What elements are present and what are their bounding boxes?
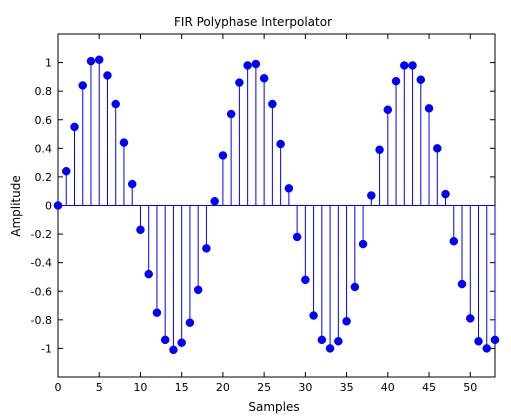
x-tick-label: 0: [55, 381, 62, 394]
stem-marker: [292, 232, 302, 242]
stem-marker: [284, 184, 294, 193]
stem-marker: [433, 144, 442, 153]
stem-marker: [235, 78, 244, 87]
stem-marker: [268, 99, 277, 109]
x-axis-label: Samples: [248, 400, 299, 414]
x-tick-label: 25: [257, 381, 271, 394]
stem-marker: [202, 244, 211, 253]
stem-marker: [160, 335, 170, 345]
stem-marker: [466, 314, 475, 323]
stem-marker: [334, 337, 343, 346]
stem-marker: [276, 139, 285, 149]
stem-marker: [136, 225, 145, 235]
stem-marker: [218, 151, 228, 160]
y-tick-label: 0.2: [35, 171, 53, 184]
stem-marker: [424, 104, 434, 113]
stem-marker: [185, 318, 195, 327]
stem-marker: [309, 311, 318, 320]
stem-marker: [490, 335, 500, 345]
x-tick-label: 45: [422, 381, 436, 394]
stem-marker: [70, 122, 79, 132]
y-tick-label: 0: [45, 200, 52, 213]
x-tick-label: 15: [175, 381, 189, 394]
stem-marker: [474, 337, 483, 346]
y-tick-label: -0.8: [31, 314, 52, 327]
x-tick-label: 40: [381, 381, 395, 394]
stem-marker: [177, 338, 186, 347]
x-tick-label: 10: [133, 381, 147, 394]
stem-marker: [127, 179, 137, 189]
y-tick-label: 0.8: [35, 85, 53, 98]
stem-marker: [94, 55, 104, 64]
stem-marker: [259, 74, 269, 83]
stem-marker: [358, 239, 368, 249]
stem-marker: [449, 236, 459, 246]
stem-marker: [391, 76, 401, 86]
stem-marker: [416, 75, 426, 84]
stem-marker: [144, 269, 153, 279]
stem-marker: [78, 81, 87, 90]
x-tick-label: 5: [96, 381, 103, 394]
stem-marker: [53, 201, 63, 210]
stem-marker: [226, 109, 236, 119]
y-tick-label: -0.2: [31, 228, 52, 241]
stem-marker: [367, 191, 376, 200]
stem-marker: [111, 99, 120, 109]
stem-marker: [383, 105, 393, 114]
axes-layer: 0 5 10 15 20 25 30 35 40 45 50 -1 -0.8 -0.6 -0.4 -0.2 0 0…: [31, 33, 496, 394]
stem-marker: [457, 279, 467, 289]
stem-marker: [152, 308, 162, 317]
stems-layer: [53, 55, 500, 355]
chart-title: FIR Polyphase Interpolator: [174, 15, 332, 29]
stem-marker: [210, 196, 219, 206]
stem-marker: [86, 56, 96, 66]
y-tick-label: -0.6: [31, 285, 52, 298]
x-tick-label: 35: [340, 381, 354, 394]
stem-marker: [482, 344, 492, 353]
stem-marker: [400, 61, 409, 70]
stem-marker: [342, 317, 351, 326]
y-tick-label: -0.4: [31, 257, 52, 270]
stem-marker: [103, 71, 112, 80]
stem-marker: [317, 335, 327, 345]
stem-marker: [169, 345, 178, 355]
y-tick-label: 0.4: [35, 142, 53, 155]
stem-marker: [61, 166, 71, 176]
stem-marker: [301, 275, 310, 285]
stem-marker: [119, 138, 129, 147]
stem-marker: [441, 189, 450, 199]
x-tick-label: 30: [298, 381, 312, 394]
stem-marker: [251, 59, 261, 69]
y-tick-label: 1: [45, 57, 52, 70]
stem-marker: [350, 282, 360, 292]
y-tick-label: 0.6: [35, 114, 53, 127]
y-axis-label: Amplitude: [9, 175, 23, 237]
y-tick-label: -1: [41, 342, 52, 355]
x-tick-label: 20: [216, 381, 230, 394]
stem-marker: [193, 285, 203, 295]
stem-marker: [408, 61, 417, 70]
stem-marker: [375, 145, 384, 155]
stem-marker: [325, 344, 335, 353]
stem-marker: [243, 61, 252, 70]
x-tick-label: 50: [463, 381, 477, 394]
